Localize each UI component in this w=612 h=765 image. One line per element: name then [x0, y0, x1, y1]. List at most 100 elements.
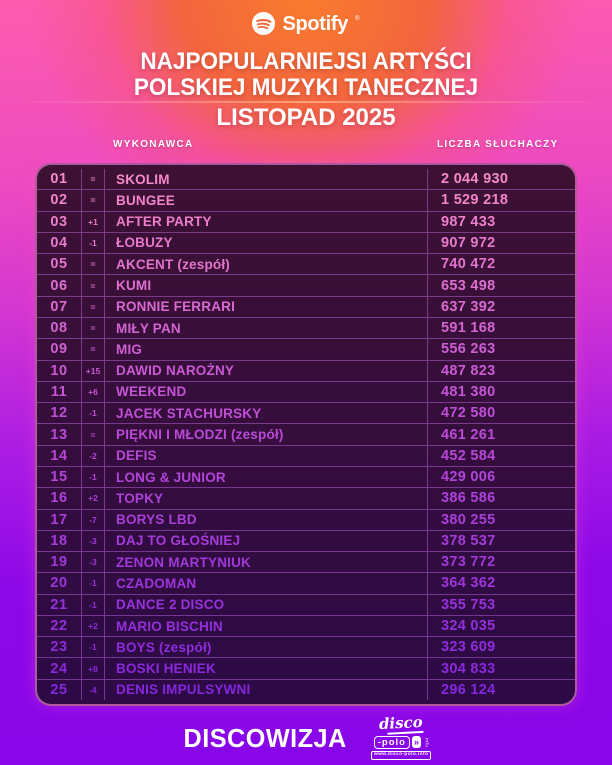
rank-cell: 25 — [37, 679, 82, 701]
table-row: 06 = KUMI 653 498 — [37, 275, 575, 297]
title-divider — [0, 101, 612, 103]
table-row: 05 = AKCENT (zespół) 740 472 — [37, 254, 575, 276]
artist-cell: BORYS LBD — [105, 509, 428, 530]
artist-cell: CZADOMAN — [105, 573, 428, 594]
artist-cell: PIĘKNI I MŁODZI (zespół) — [105, 424, 428, 445]
artist-cell: DANCE 2 DISCO — [105, 594, 428, 615]
listeners-cell: 481 380 — [441, 383, 496, 400]
artist-cell: KUMI — [105, 275, 428, 296]
artist-cell: DEFIS — [105, 445, 428, 466]
disco-polo-badge: -polo » info — [373, 735, 430, 750]
rank-cell: 23 — [37, 637, 82, 658]
rank-cell: 06 — [37, 275, 82, 296]
spotify-wordmark: Spotify — [282, 13, 349, 35]
disco-polo-logo: disco -polo » info www.disco-polo.info — [370, 713, 432, 760]
change-cell: -7 — [82, 509, 105, 530]
change-cell: -1 — [82, 232, 105, 254]
change-cell: = — [82, 275, 105, 296]
artist-cell: BOSKI HENIEK — [105, 658, 428, 679]
change-cell: = — [82, 169, 105, 190]
table-row: 18 -3 DAJ TO GŁOŚNIEJ 378 537 — [37, 530, 575, 553]
table-row: 08 = MIŁY PAN 591 168 — [37, 317, 575, 340]
change-cell: = — [82, 317, 105, 339]
listeners-cell: 429 006 — [441, 469, 496, 486]
rank-cell: 20 — [37, 573, 82, 594]
change-cell: -1 — [82, 637, 105, 658]
polo-box-text: -polo — [373, 735, 410, 750]
listeners-cell: 740 472 — [441, 256, 496, 273]
listeners-cell: 324 035 — [441, 618, 496, 635]
table-row: 17 -7 BORYS LBD 380 255 — [37, 509, 575, 531]
listeners-cell: 323 609 — [441, 639, 496, 656]
rank-cell: 04 — [37, 232, 82, 254]
table-row: 25 -4 DENIS IMPULSYWNI 296 124 — [37, 679, 575, 701]
rank-cell: 07 — [37, 296, 82, 317]
listeners-cell: 452 584 — [441, 447, 496, 464]
change-cell: -1 — [82, 573, 105, 594]
info-vertical-text: info — [424, 737, 430, 747]
rank-cell: 01 — [37, 169, 82, 190]
spotify-brand: Spotify ® — [0, 12, 612, 36]
rank-cell: 15 — [37, 466, 82, 488]
change-cell: +6 — [82, 381, 105, 403]
table-row: 16 +2 TOPKY 386 586 — [37, 488, 575, 510]
change-cell: = — [82, 254, 105, 275]
rank-cell: 09 — [37, 339, 82, 360]
rank-cell: 13 — [37, 424, 82, 445]
rank-cell: 18 — [37, 530, 82, 552]
listeners-cell: 461 261 — [441, 426, 496, 443]
listeners-cell: 364 362 — [441, 575, 496, 592]
table-row: 10 +15 DAWID NAROŻNY 487 823 — [37, 360, 575, 382]
table-row: 03 +1 AFTER PARTY 987 433 — [37, 211, 575, 233]
page-title-line2: POLSKIEJ MUZYKI TANECZNEJ — [133, 74, 479, 101]
artist-cell: MARIO BISCHIN — [105, 615, 428, 637]
listeners-cell: 373 772 — [441, 554, 496, 571]
table-row: 19 -3 ZENON MARTYNIUK 373 772 — [37, 552, 575, 574]
listeners-cell: 1 529 218 — [441, 192, 509, 209]
artist-cell: AKCENT (zespół) — [105, 254, 428, 275]
table-row: 12 -1 JACEK STACHURSKY 472 580 — [37, 403, 575, 425]
listeners-cell: 296 124 — [441, 681, 496, 698]
rank-cell: 24 — [37, 658, 82, 679]
listeners-cell: 304 833 — [441, 660, 496, 677]
change-cell: +2 — [82, 615, 105, 637]
table-row: 22 +2 MARIO BISCHIN 324 035 — [37, 615, 575, 638]
listeners-cell: 556 263 — [441, 341, 496, 358]
table-row: 20 -1 CZADOMAN 364 362 — [37, 573, 575, 595]
artist-cell: DENIS IMPULSYWNI — [105, 679, 428, 701]
discowizja-logo: DISCOWIZJA — [183, 722, 347, 753]
artist-cell: MIG — [105, 339, 428, 360]
page-subtitle: LISTOPAD 2025 — [216, 104, 396, 131]
artist-cell: MIŁY PAN — [105, 317, 428, 339]
change-cell: -4 — [82, 679, 105, 701]
rank-cell: 11 — [37, 381, 82, 403]
rank-cell: 14 — [37, 445, 82, 466]
table-row: 02 = BUNGEE 1 529 218 — [37, 190, 575, 212]
change-cell: +2 — [82, 488, 105, 509]
table-row: 24 +8 BOSKI HENIEK 304 833 — [37, 658, 575, 680]
change-cell: +15 — [82, 360, 105, 381]
rank-cell: 10 — [37, 360, 82, 381]
change-cell: -1 — [82, 403, 105, 424]
artist-cell: DAJ TO GŁOŚNIEJ — [105, 530, 428, 552]
column-header-artist: WYKONAWCA — [113, 139, 194, 150]
change-cell: +8 — [82, 658, 105, 679]
rank-cell: 02 — [37, 190, 82, 211]
table-row: 09 = MIG 556 263 — [37, 339, 575, 361]
change-cell: = — [82, 339, 105, 360]
listeners-cell: 386 586 — [441, 490, 496, 507]
artist-cell: JACEK STACHURSKY — [105, 403, 428, 424]
listeners-cell: 907 972 — [441, 234, 496, 251]
change-cell: -3 — [82, 530, 105, 552]
change-cell: = — [82, 424, 105, 445]
table-row: 23 -1 BOYS (zespół) 323 609 — [37, 637, 575, 659]
artist-cell: LONG & JUNIOR — [105, 466, 428, 488]
rank-cell: 16 — [37, 488, 82, 509]
rank-cell: 17 — [37, 509, 82, 530]
chevrons-icon: » — [411, 736, 421, 749]
rank-cell: 08 — [37, 317, 82, 339]
artist-cell: WEEKEND — [105, 381, 428, 403]
listeners-cell: 2 044 930 — [441, 171, 509, 188]
table-row: 13 = PIĘKNI I MŁODZI (zespół) 461 261 — [37, 424, 575, 446]
artist-cell: SKOLIM — [105, 169, 428, 190]
